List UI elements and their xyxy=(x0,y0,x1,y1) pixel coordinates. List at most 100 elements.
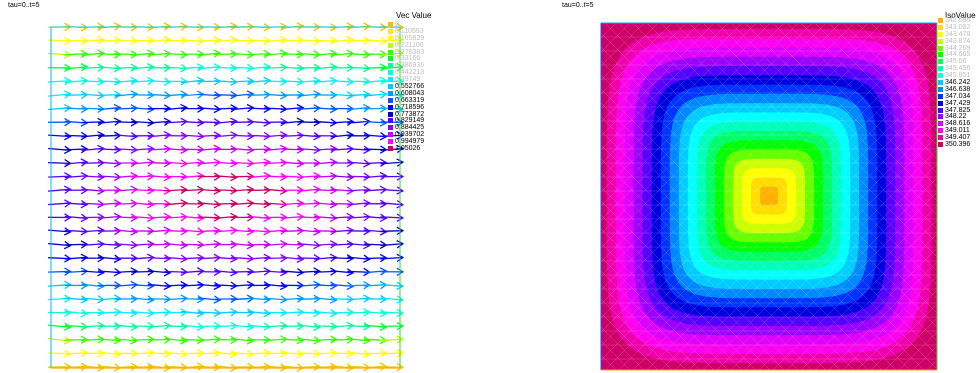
vector-arrow xyxy=(147,335,172,344)
vector-arrow xyxy=(97,199,122,208)
iso-legend-entry: 349.011 xyxy=(938,127,970,134)
vector-arrow xyxy=(330,35,355,45)
vector-arrow xyxy=(147,35,172,45)
vector-arrow xyxy=(131,240,155,249)
vector-arrow xyxy=(280,254,305,263)
vector-arrow xyxy=(64,308,89,318)
vector-arrow xyxy=(247,309,272,318)
vector-arrow xyxy=(181,213,205,223)
vec-legend-label: 0.49749 xyxy=(395,76,421,84)
iso-legend-label: 342.686 xyxy=(945,16,971,24)
vector-arrow xyxy=(313,36,338,45)
iso-legend-swatch xyxy=(938,141,943,147)
vector-arrow xyxy=(114,76,139,86)
vector-arrow xyxy=(164,226,189,236)
vector-arrow xyxy=(97,103,122,113)
vector-arrow xyxy=(181,308,205,318)
vec-legend-label: 0.386936 xyxy=(395,62,425,70)
vector-arrow xyxy=(313,200,338,209)
vec-legend-swatch xyxy=(388,28,393,34)
vec-legend-label: 0.718596 xyxy=(395,103,425,111)
vector-arrow xyxy=(380,253,405,263)
vector-arrow xyxy=(330,212,355,222)
iso-legend-swatch xyxy=(938,31,943,37)
vector-arrow xyxy=(48,172,72,181)
iso-legend-swatch xyxy=(938,128,943,134)
iso-legend-label: 349.407 xyxy=(945,134,971,142)
vector-arrow xyxy=(347,145,371,154)
vector-arrow xyxy=(64,295,89,304)
vector-arrow xyxy=(64,158,89,167)
vector-arrow xyxy=(147,117,172,126)
vector-arrow xyxy=(214,117,238,126)
vec-legend-entry: 0.221106 xyxy=(388,42,424,49)
vec-legend-swatch xyxy=(388,77,393,83)
vector-arrow xyxy=(313,186,338,195)
vec-legend-entry: 0.276383 xyxy=(388,49,424,56)
vector-arrow xyxy=(97,90,122,100)
vector-arrow xyxy=(147,349,172,358)
vector-arrow xyxy=(64,199,89,209)
vec-legend-swatch xyxy=(388,42,393,48)
vector-arrow xyxy=(197,267,222,277)
vector-arrow xyxy=(214,349,238,359)
vector-arrow xyxy=(330,172,355,182)
iso-legend-entry: 349.407 xyxy=(938,134,970,141)
vector-arrow xyxy=(164,240,189,250)
vector-arrow xyxy=(197,144,222,154)
vec-legend-entry: 0.718596 xyxy=(388,104,424,111)
iso-legend-label: 349.011 xyxy=(945,127,970,135)
vec-legend-entry: 0.110553 xyxy=(388,28,424,35)
vector-arrow xyxy=(313,49,338,58)
iso-legend-entry: 343.082 xyxy=(938,24,970,31)
vec-legend-label: 0.608043 xyxy=(395,89,425,97)
vector-arrow xyxy=(131,281,155,290)
iso-legend-swatch xyxy=(938,38,943,44)
vector-arrow xyxy=(230,336,255,345)
vector-arrow xyxy=(64,144,89,154)
vector-arrow xyxy=(380,295,405,304)
iso-legend-swatch xyxy=(938,86,943,92)
iso-legend-entry: 346.242 xyxy=(938,79,970,86)
vec-legend-entry: 0 xyxy=(388,21,424,28)
vec-legend-label: 0.939702 xyxy=(395,131,425,139)
vector-arrow xyxy=(330,131,355,140)
vector-arrow xyxy=(380,213,405,222)
vector-arrow xyxy=(197,362,222,372)
vector-field-plot xyxy=(48,22,405,372)
vector-arrow xyxy=(363,294,388,304)
vector-arrow xyxy=(380,172,405,181)
vec-legend-label: 0.33166 xyxy=(395,55,421,63)
vector-arrow xyxy=(64,63,89,72)
iso-legend-label: 343.478 xyxy=(945,30,971,38)
vector-arrow xyxy=(114,118,139,127)
vector-arrow xyxy=(147,172,172,182)
vec-legend-entry: 0.829149 xyxy=(388,117,424,124)
vec-legend-label: 0.110553 xyxy=(395,27,424,35)
vector-arrow xyxy=(48,227,72,236)
vector-arrow xyxy=(297,267,322,276)
vector-arrow xyxy=(230,172,255,181)
vector-arrow xyxy=(181,118,205,127)
vec-legend-entry: 0.608043 xyxy=(388,90,424,97)
vector-arrow xyxy=(363,118,388,127)
iso-legend-label: 343.082 xyxy=(945,23,971,31)
vec-legend-entry: 0.994979 xyxy=(388,138,424,145)
vec-legend-swatch xyxy=(388,21,393,27)
iso-legend-swatch xyxy=(938,135,943,141)
vector-arrow xyxy=(81,213,106,222)
vector-arrow xyxy=(64,36,89,45)
iso-legend-label: 347.034 xyxy=(945,92,971,100)
vector-arrow xyxy=(380,186,405,195)
vector-arrow xyxy=(347,226,371,236)
vector-arrow xyxy=(114,213,139,222)
isovalue-legend: 342.686 343.082 343.478 343.874 344.269 344.6… xyxy=(938,17,970,148)
vector-arrow xyxy=(48,90,72,99)
iso-legend-swatch xyxy=(938,66,943,72)
vector-arrow xyxy=(48,336,72,345)
vector-arrow xyxy=(214,254,238,263)
iso-legend-swatch xyxy=(938,17,943,23)
vector-arrow xyxy=(164,336,189,345)
vector-arrow xyxy=(280,199,305,208)
vector-arrow xyxy=(363,253,388,263)
